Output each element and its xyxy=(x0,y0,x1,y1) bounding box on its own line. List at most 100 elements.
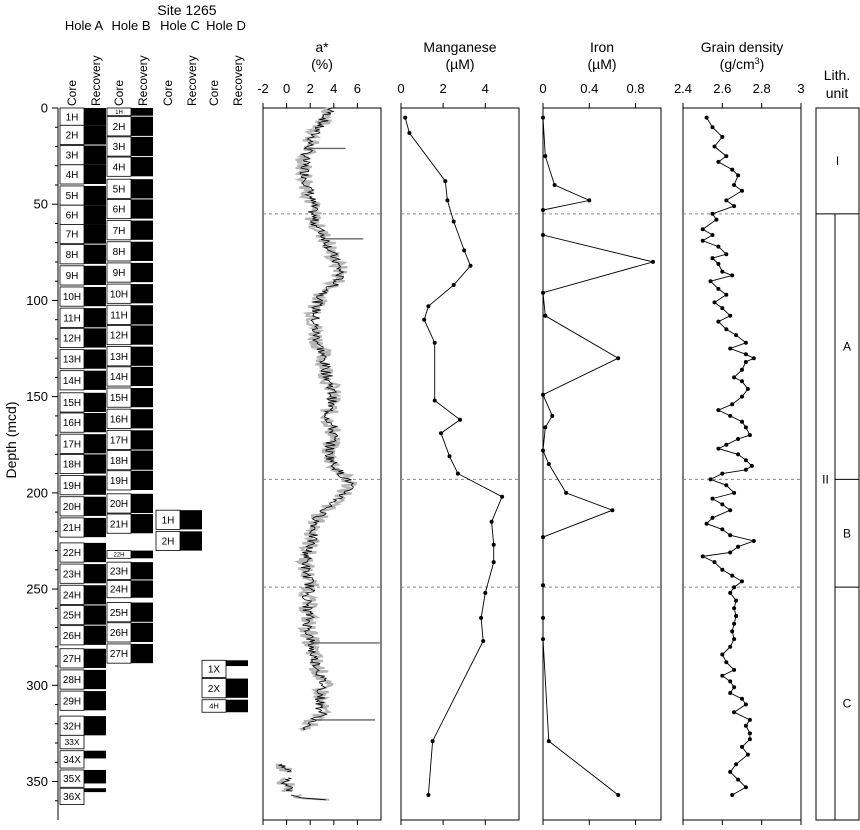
panel-title: Iron xyxy=(590,39,614,55)
x-tick-label: 2.8 xyxy=(753,81,771,96)
recovery-bar xyxy=(84,145,106,165)
panel-frame xyxy=(262,107,382,821)
core-18H: 18H xyxy=(106,450,153,471)
gd-point xyxy=(734,614,739,618)
recovery-bar xyxy=(131,550,153,559)
core-36X: 36X xyxy=(59,787,106,806)
gd-point xyxy=(734,598,739,603)
core-21H: 21H xyxy=(106,513,153,534)
core-label: 17H xyxy=(110,436,128,447)
gd-point xyxy=(728,644,733,649)
depth-tick-label: 200 xyxy=(26,485,48,500)
recovery-column-label: Recovery xyxy=(89,55,103,106)
core-label: 7H xyxy=(113,226,126,237)
core-label: 36X xyxy=(63,792,81,803)
fe-point xyxy=(543,154,548,159)
core-8H: 8H xyxy=(59,244,106,265)
core-label: 14H xyxy=(110,372,128,383)
gd-point xyxy=(736,173,741,178)
hole-2-column: Hole B Core Recovery 1H 2H 3H 4H 5H 6H 7H 8H 9H 10H 1… xyxy=(106,18,153,664)
recovery-bar xyxy=(84,328,106,348)
gd-point xyxy=(732,637,737,642)
recovery-bar xyxy=(131,325,153,345)
astar-lower-line xyxy=(290,794,326,801)
gd-point xyxy=(740,419,744,424)
recovery-bar xyxy=(84,308,106,328)
core-label: 7H xyxy=(66,230,79,241)
gd-point xyxy=(720,306,725,311)
recovery-bar xyxy=(131,602,153,622)
depth-axis-label: Depth (mcd) xyxy=(3,401,19,478)
core-recovery-columns: Hole A Core Recovery 1H 2H 3H 4H 5H 6H 7H 8H 9H 10H 1… xyxy=(59,18,248,806)
recovery-bar xyxy=(84,265,106,286)
gd-point xyxy=(747,717,752,722)
panel-frame xyxy=(542,107,662,821)
fe-point xyxy=(541,392,545,397)
fe-point xyxy=(616,356,621,361)
gd-point xyxy=(743,467,748,472)
core-label: 15H xyxy=(63,398,81,409)
core-label: 2H xyxy=(113,122,126,133)
core-label: 3H xyxy=(113,142,126,153)
gd-point xyxy=(743,425,748,430)
x-tick-label: -2 xyxy=(257,81,269,96)
core-14H: 14H xyxy=(59,370,106,391)
recovery-bar xyxy=(84,750,106,759)
core-3H: 3H xyxy=(59,145,106,166)
recovery-bar xyxy=(131,179,153,199)
gd-point xyxy=(736,777,741,782)
recovery-bar xyxy=(180,510,202,530)
gd-point xyxy=(714,217,719,222)
gd-point xyxy=(745,752,750,757)
recovery-bar xyxy=(84,716,106,736)
gd-point xyxy=(743,340,748,345)
depth-tick-label: 300 xyxy=(26,678,48,693)
gd-point xyxy=(736,437,741,441)
gd-point xyxy=(730,273,735,278)
fe-point xyxy=(546,462,551,466)
recovery-bar xyxy=(131,305,153,325)
core-26H: 26H xyxy=(106,622,153,643)
recovery-bar xyxy=(131,284,153,304)
gd-point xyxy=(751,356,756,361)
x-tick-label: 0 xyxy=(283,81,290,96)
fe-line xyxy=(542,117,655,796)
gd-point xyxy=(732,183,737,187)
recovery-bar xyxy=(131,580,153,598)
core-11H: 11H xyxy=(106,304,153,325)
gd-point xyxy=(730,402,735,407)
gd-point xyxy=(716,408,721,413)
core-column-label: Core xyxy=(65,80,79,106)
hole-label: Hole C xyxy=(160,18,200,33)
recovery-bar xyxy=(131,409,153,429)
core-label: 27H xyxy=(63,654,81,665)
core-label: 1H xyxy=(162,515,175,526)
fe-point xyxy=(552,183,557,187)
gd-point xyxy=(743,723,748,728)
astar-profile-line xyxy=(299,107,354,731)
core-5H: 5H xyxy=(106,178,153,199)
x-tick-label: 0.4 xyxy=(580,81,598,96)
recovery-bar xyxy=(84,542,106,563)
gd-point xyxy=(743,360,748,364)
core-label: 1H xyxy=(115,110,123,116)
depth-tick-label: 150 xyxy=(26,389,48,404)
recovery-bar xyxy=(131,643,153,664)
panel-unit: (g/cm3) xyxy=(720,56,765,72)
fe-point xyxy=(541,290,545,295)
core-1H: 1H xyxy=(155,509,202,530)
core-29H: 29H xyxy=(59,690,106,711)
core-32H: 32H xyxy=(59,715,106,736)
recovery-bar xyxy=(131,116,153,136)
fe-point xyxy=(541,615,545,620)
fe-point xyxy=(550,413,555,418)
core-label: 27H xyxy=(110,649,128,660)
core-label: 22H xyxy=(63,548,81,559)
core-label: 32H xyxy=(63,721,81,732)
recovery-bar xyxy=(180,531,202,551)
core-label: 34X xyxy=(63,755,81,766)
recovery-bar xyxy=(84,625,106,645)
fe-point xyxy=(541,637,545,642)
mn-point xyxy=(455,471,460,476)
